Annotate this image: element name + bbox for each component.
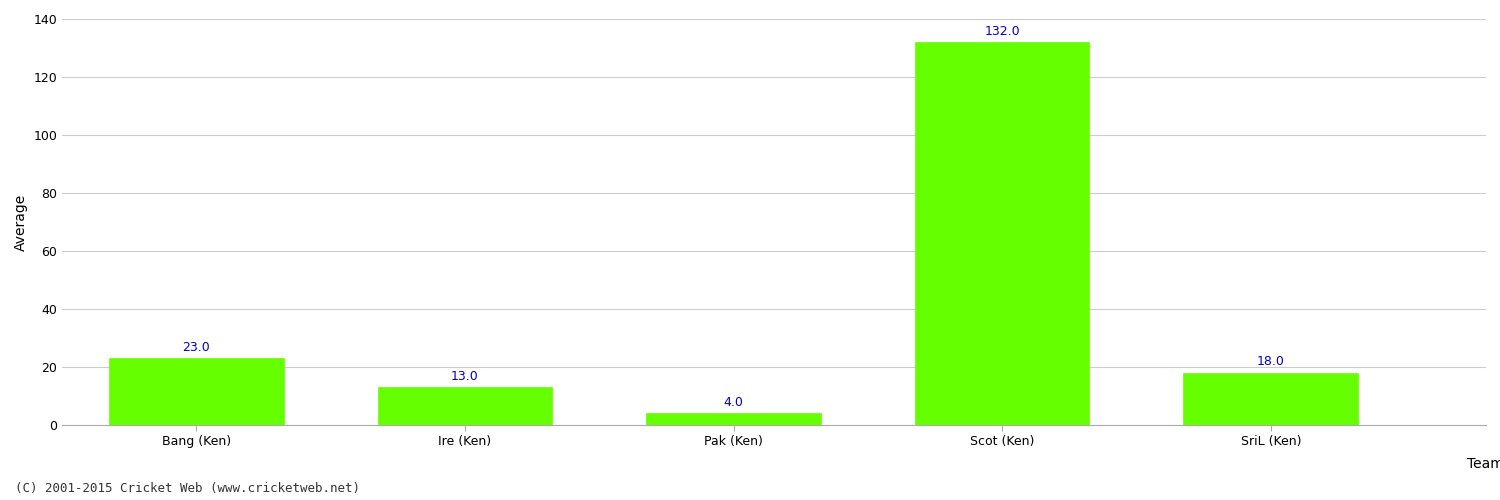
Text: 4.0: 4.0	[723, 396, 744, 409]
Y-axis label: Average: Average	[13, 194, 28, 250]
Bar	[646, 414, 821, 425]
Text: 23.0: 23.0	[183, 341, 210, 354]
Text: 13.0: 13.0	[452, 370, 478, 383]
X-axis label: Team: Team	[1467, 458, 1500, 471]
Text: 132.0: 132.0	[984, 24, 1020, 38]
Bar	[915, 42, 1089, 425]
Text: (C) 2001-2015 Cricket Web (www.cricketweb.net): (C) 2001-2015 Cricket Web (www.cricketwe…	[15, 482, 360, 495]
Bar	[110, 358, 284, 425]
Text: 18.0: 18.0	[1257, 356, 1284, 368]
Bar	[1184, 373, 1358, 425]
Bar	[378, 388, 552, 425]
